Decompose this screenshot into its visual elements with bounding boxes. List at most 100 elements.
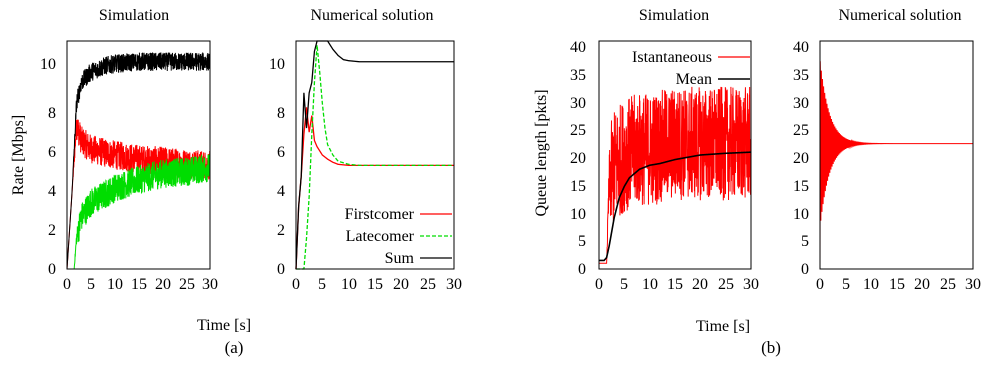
x-tick-label: 0 bbox=[63, 276, 71, 293]
x-tick-label: 20 bbox=[692, 276, 708, 293]
y-tick-label: 8 bbox=[277, 105, 285, 122]
y-tick-label: 20 bbox=[570, 150, 586, 167]
y-tick-label: 4 bbox=[48, 183, 56, 200]
y-tick-label: 25 bbox=[570, 122, 586, 139]
x-tick-label: 15 bbox=[131, 276, 147, 293]
y-tick-label: 15 bbox=[570, 178, 586, 195]
panel-a-ylabel: Rate [Mbps] bbox=[10, 115, 27, 195]
x-tick-label: 0 bbox=[816, 276, 824, 293]
panel-a-simulation-title: Simulation bbox=[99, 7, 169, 24]
x-tick-label: 25 bbox=[940, 276, 956, 293]
y-tick-label: 40 bbox=[570, 39, 586, 56]
x-tick-label: 10 bbox=[642, 276, 658, 293]
x-tick-label: 10 bbox=[863, 276, 879, 293]
panel-b-num-plot bbox=[819, 61, 973, 270]
y-tick-label: 25 bbox=[793, 122, 809, 139]
panel-b-simulation-title: Simulation bbox=[639, 7, 709, 24]
x-tick-label: 30 bbox=[965, 276, 981, 293]
panel-a-sim-yticks: 0 2 4 6 8 10 bbox=[40, 56, 56, 278]
x-tick-label: 25 bbox=[420, 276, 436, 293]
y-tick-label: 0 bbox=[801, 261, 809, 278]
x-tick-label: 20 bbox=[393, 276, 409, 293]
panel-a-num-yticks: 0 2 4 6 8 10 bbox=[269, 56, 285, 278]
caption-a: (a) bbox=[225, 338, 244, 357]
legend-firstcomer: Firstcomer bbox=[345, 206, 415, 223]
y-tick-label: 0 bbox=[277, 261, 285, 278]
x-tick-label: 5 bbox=[842, 276, 850, 293]
y-tick-label: 4 bbox=[277, 183, 285, 200]
y-tick-label: 15 bbox=[793, 178, 809, 195]
panel-a-xlabel: Time [s] bbox=[197, 317, 251, 334]
panel-a-numerical: Numerical solution Time [s] 0 2 4 6 8 10… bbox=[197, 7, 462, 334]
series-instantaneous-queue bbox=[599, 86, 752, 264]
x-tick-label: 15 bbox=[889, 276, 905, 293]
panel-b-legend: Istantaneous Mean bbox=[632, 49, 750, 88]
panel-a-sim-frame bbox=[66, 40, 211, 270]
panel-a-legend: Firstcomer Latecomer Sum bbox=[345, 206, 452, 267]
legend-mean: Mean bbox=[676, 71, 712, 88]
panel-b-xlabel: Time [s] bbox=[696, 318, 750, 335]
x-tick-label: 10 bbox=[107, 276, 123, 293]
panel-b-sim-xticks: 0 5 10 15 20 25 30 bbox=[595, 276, 759, 293]
y-tick-label: 35 bbox=[793, 67, 809, 84]
panel-b-ylabel: Queue length [pkts] bbox=[533, 89, 550, 216]
panel-b-numerical: Numerical solution 0 5 10 15 20 25 30 35… bbox=[793, 7, 981, 293]
y-tick-label: 35 bbox=[570, 67, 586, 84]
panel-a-numerical-title: Numerical solution bbox=[310, 7, 433, 24]
x-tick-label: 15 bbox=[367, 276, 383, 293]
x-tick-label: 0 bbox=[595, 276, 603, 293]
panel-b-sim-plot bbox=[599, 86, 752, 264]
series-firstcomer-sim bbox=[66, 119, 211, 270]
y-tick-label: 10 bbox=[570, 206, 586, 223]
panel-a-sim-plot bbox=[66, 52, 211, 270]
series-sum-sim bbox=[66, 52, 211, 270]
legend-latecomer: Latecomer bbox=[346, 228, 415, 245]
x-tick-label: 5 bbox=[620, 276, 628, 293]
y-tick-label: 10 bbox=[793, 206, 809, 223]
x-tick-label: 15 bbox=[667, 276, 683, 293]
panel-b-sim-yticks: 0 5 10 15 20 25 30 35 40 bbox=[570, 39, 586, 278]
y-tick-label: 30 bbox=[570, 95, 586, 112]
y-tick-label: 10 bbox=[40, 56, 56, 73]
x-tick-label: 30 bbox=[202, 276, 218, 293]
legend-sum: Sum bbox=[385, 250, 415, 267]
x-tick-label: 5 bbox=[87, 276, 95, 293]
y-tick-label: 10 bbox=[269, 56, 285, 73]
x-tick-label: 20 bbox=[914, 276, 930, 293]
panel-a-num-frame bbox=[295, 40, 455, 270]
panel-b-num-frame bbox=[819, 40, 974, 270]
panel-b-sim-frame bbox=[598, 40, 752, 270]
y-tick-label: 20 bbox=[793, 150, 809, 167]
x-tick-label: 20 bbox=[155, 276, 171, 293]
y-tick-label: 6 bbox=[277, 144, 285, 161]
x-tick-label: 0 bbox=[292, 276, 300, 293]
y-tick-label: 0 bbox=[48, 261, 56, 278]
y-tick-label: 2 bbox=[277, 222, 285, 239]
x-tick-label: 25 bbox=[718, 276, 734, 293]
y-tick-label: 8 bbox=[48, 105, 56, 122]
panel-b-numerical-title: Numerical solution bbox=[838, 7, 961, 24]
y-tick-label: 2 bbox=[48, 222, 56, 239]
y-tick-label: 0 bbox=[578, 261, 586, 278]
caption-b: (b) bbox=[761, 338, 781, 357]
panel-a-simulation: Simulation Rate [Mbps] 0 2 4 6 8 10 0 5 … bbox=[10, 7, 218, 293]
panel-b-num-xticks: 0 5 10 15 20 25 30 bbox=[816, 276, 981, 293]
series-latecomer-num bbox=[296, 45, 454, 270]
y-tick-label: 5 bbox=[578, 233, 586, 250]
y-tick-label: 30 bbox=[793, 95, 809, 112]
series-mean-queue bbox=[599, 151, 751, 262]
series-latecomer-sim bbox=[67, 153, 211, 270]
panel-a-num-xticks: 0 5 10 15 20 25 30 bbox=[292, 276, 462, 293]
legend-instantaneous: Istantaneous bbox=[632, 49, 712, 66]
x-tick-label: 30 bbox=[743, 276, 759, 293]
y-tick-label: 40 bbox=[793, 39, 809, 56]
x-tick-label: 5 bbox=[318, 276, 326, 293]
y-tick-label: 6 bbox=[48, 144, 56, 161]
panel-a-sim-xticks: 0 5 10 15 20 25 30 bbox=[63, 276, 218, 293]
panel-b-num-yticks: 0 5 10 15 20 25 30 35 40 bbox=[793, 39, 809, 278]
y-tick-label: 5 bbox=[801, 233, 809, 250]
series-queue-num bbox=[819, 61, 973, 270]
x-tick-label: 25 bbox=[179, 276, 195, 293]
x-tick-label: 10 bbox=[341, 276, 357, 293]
